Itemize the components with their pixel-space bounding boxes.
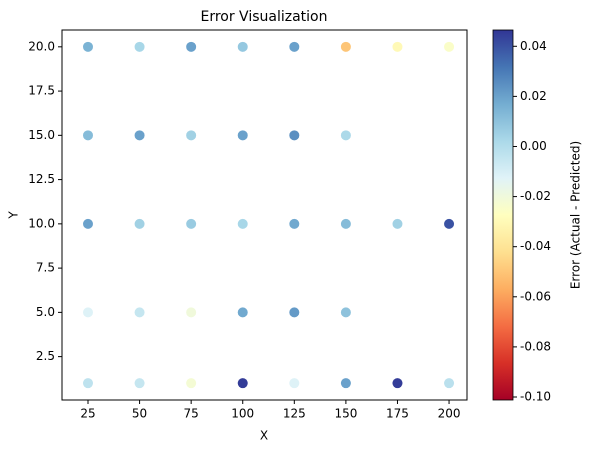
plot-frame — [61, 29, 468, 401]
point — [186, 130, 197, 141]
point — [340, 307, 351, 318]
point — [82, 218, 93, 229]
x-tick-label: 175 — [386, 407, 409, 421]
x-tick-label: 50 — [132, 407, 147, 421]
y-tick-label: 20.0 — [28, 39, 55, 53]
point — [392, 41, 403, 52]
point — [186, 41, 197, 52]
point — [134, 378, 145, 389]
colorbar-tick-label: -0.02 — [520, 189, 551, 203]
point — [340, 218, 351, 229]
colorbar-label: Error (Actual - Predicted) — [569, 141, 583, 289]
x-tick-label: 200 — [438, 407, 461, 421]
x-tick-label: 25 — [80, 407, 95, 421]
point — [134, 130, 145, 141]
point — [82, 41, 93, 52]
y-tick-label: 5.0 — [36, 305, 55, 319]
y-tick-label: 17.5 — [28, 84, 55, 98]
point — [340, 41, 351, 52]
point — [237, 378, 248, 389]
point — [237, 218, 248, 229]
point — [237, 41, 248, 52]
point — [444, 378, 455, 389]
colorbar-tick-label: 0.02 — [520, 89, 547, 103]
x-tick-label: 125 — [283, 407, 306, 421]
point — [289, 307, 300, 318]
point — [134, 218, 145, 229]
point — [186, 378, 197, 389]
y-tick-label: 7.5 — [36, 261, 55, 275]
point — [444, 41, 455, 52]
x-tick-label: 75 — [184, 407, 199, 421]
point — [392, 218, 403, 229]
point — [444, 218, 455, 229]
colorbar — [492, 29, 514, 401]
colorbar-tick-label: 0.04 — [520, 39, 547, 53]
point — [237, 307, 248, 318]
y-tick-label: 12.5 — [28, 172, 55, 186]
point — [237, 130, 248, 141]
point — [340, 378, 351, 389]
point — [340, 130, 351, 141]
point — [82, 130, 93, 141]
colorbar-tick-label: -0.10 — [520, 389, 551, 403]
colorbar-tick-label: 0.00 — [520, 139, 547, 153]
point — [134, 307, 145, 318]
colorbar-tick-label: -0.04 — [520, 239, 551, 253]
x-axis-label: X — [260, 429, 268, 443]
point — [289, 218, 300, 229]
point — [82, 307, 93, 318]
point — [186, 307, 197, 318]
point — [289, 130, 300, 141]
colorbar-tick-label: -0.06 — [520, 289, 551, 303]
point — [186, 218, 197, 229]
y-axis-label: Y — [7, 211, 21, 220]
point — [134, 41, 145, 52]
x-tick-label: 100 — [231, 407, 254, 421]
chart-title: Error Visualization — [200, 9, 327, 25]
x-tick-label: 150 — [334, 407, 357, 421]
y-tick-label: 15.0 — [28, 128, 55, 142]
point — [392, 378, 403, 389]
point — [289, 41, 300, 52]
y-tick-label: 10.0 — [28, 216, 55, 230]
point — [289, 378, 300, 389]
colorbar-tick-label: -0.08 — [520, 339, 551, 353]
point — [82, 378, 93, 389]
y-tick-label: 2.5 — [36, 349, 55, 363]
